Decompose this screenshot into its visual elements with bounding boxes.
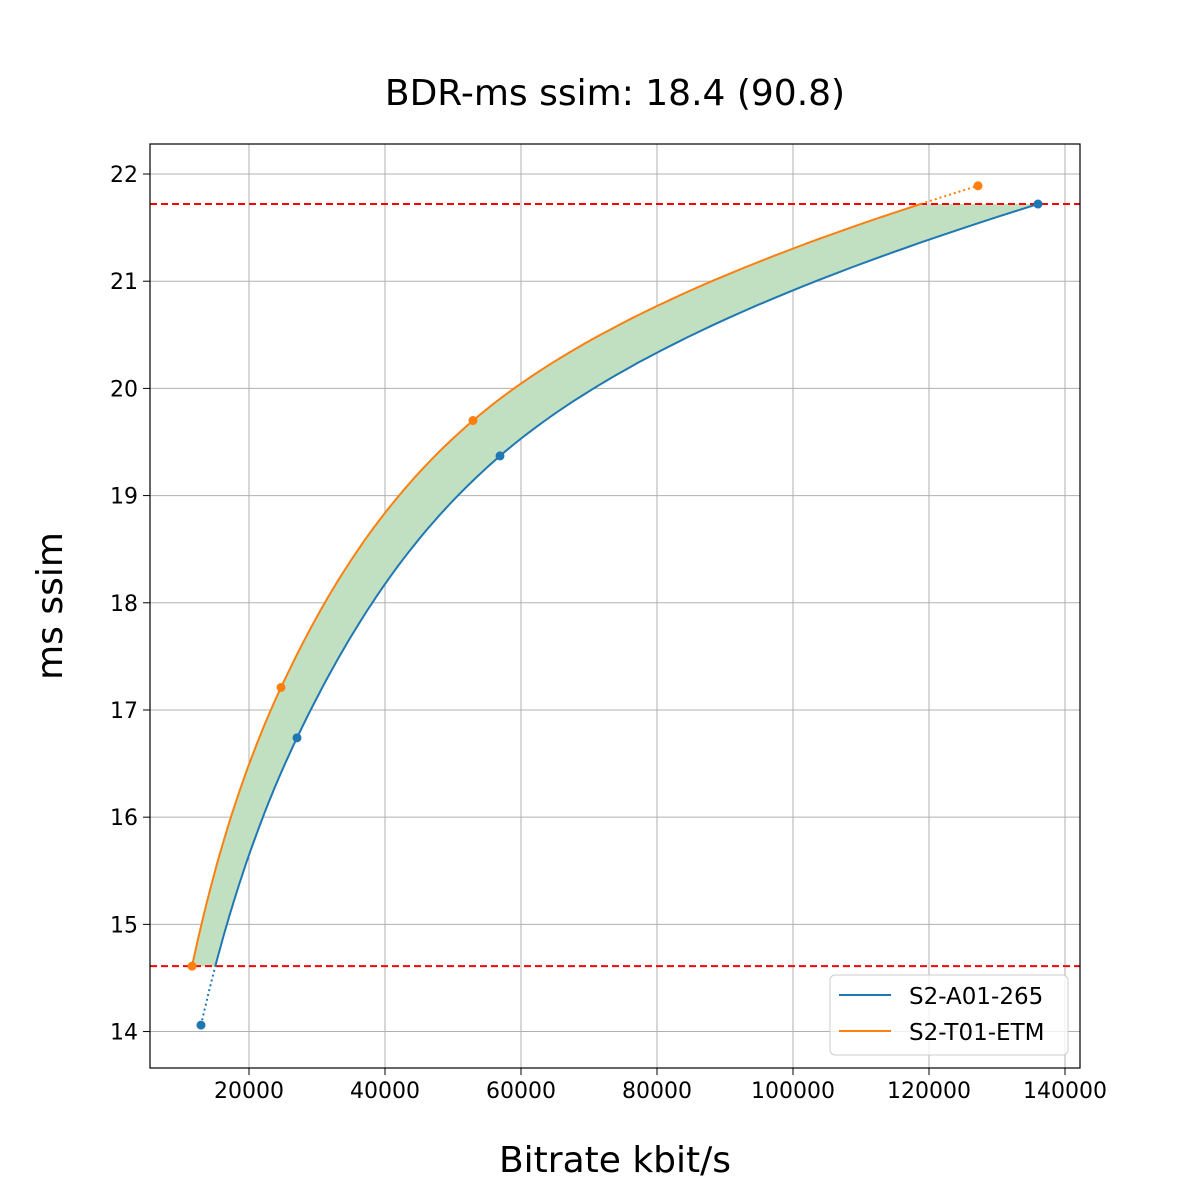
- x-axis-label: Bitrate kbit/s: [499, 1140, 731, 1181]
- y-tick-label: 22: [110, 163, 138, 188]
- x-tick-label: 20000: [214, 1079, 284, 1104]
- y-tick-label: 21: [110, 270, 138, 295]
- series-line-1: [191, 203, 921, 967]
- plot-frame: [149, 143, 1081, 1069]
- y-tick-label: 18: [110, 592, 138, 617]
- legend-label-0: S2-A01-265: [909, 984, 1043, 1010]
- chart-title: BDR-ms ssim: 18.4 (90.8): [385, 73, 845, 114]
- legend: S2-A01-265 S2-T01-ETM: [829, 974, 1069, 1056]
- series-extrapolation-0: [200, 966, 217, 1026]
- x-tick-label: 60000: [486, 1079, 556, 1104]
- series-line-0: [214, 203, 1039, 967]
- data-point-0: [495, 451, 505, 461]
- x-tick-label: 120000: [887, 1079, 971, 1104]
- data-point-0: [1033, 199, 1043, 209]
- y-tick-label: 20: [110, 377, 138, 402]
- data-point-1: [973, 181, 983, 191]
- y-axis-label: ms ssim: [30, 532, 71, 680]
- legend-label-1: S2-T01-ETM: [909, 1020, 1044, 1046]
- data-point-1: [187, 961, 197, 971]
- x-tick-label: 80000: [622, 1079, 692, 1104]
- y-tick-label: 14: [110, 1021, 138, 1046]
- y-tick-label: 16: [110, 806, 138, 831]
- y-tick-label: 19: [110, 485, 138, 510]
- y-tick-label: 17: [110, 699, 138, 724]
- data-point-1: [468, 416, 478, 426]
- x-tick-label: 100000: [751, 1079, 835, 1104]
- data-point-1: [276, 682, 286, 692]
- y-tick-label: 15: [110, 913, 138, 938]
- x-tick-label: 40000: [350, 1079, 420, 1104]
- x-tick-label: 140000: [1023, 1079, 1107, 1104]
- series-extrapolation-1: [920, 184, 979, 205]
- data-point-0: [196, 1020, 206, 1030]
- fill-between: [192, 204, 1038, 967]
- data-point-0: [292, 733, 302, 743]
